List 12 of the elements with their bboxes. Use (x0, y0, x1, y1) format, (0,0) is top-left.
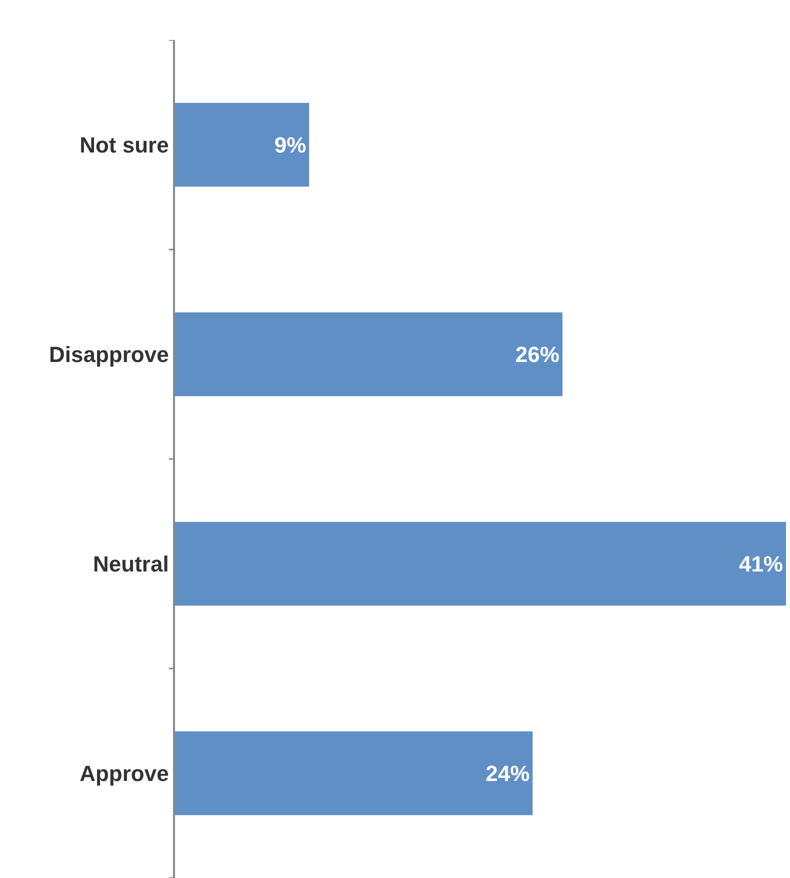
data-label: 9% (274, 132, 306, 158)
bar (175, 731, 533, 816)
y-tick-label: Approve (80, 760, 169, 786)
bar (175, 522, 786, 606)
y-tick-label: Disapprove (49, 342, 169, 367)
data-label: 26% (515, 342, 560, 367)
y-tick-label: Not sure (80, 132, 169, 158)
data-label: 24% (486, 760, 530, 786)
data-label: 41% (738, 551, 783, 576)
bar (175, 102, 310, 187)
y-tick-label: Neutral (93, 551, 169, 576)
bar (175, 312, 562, 396)
